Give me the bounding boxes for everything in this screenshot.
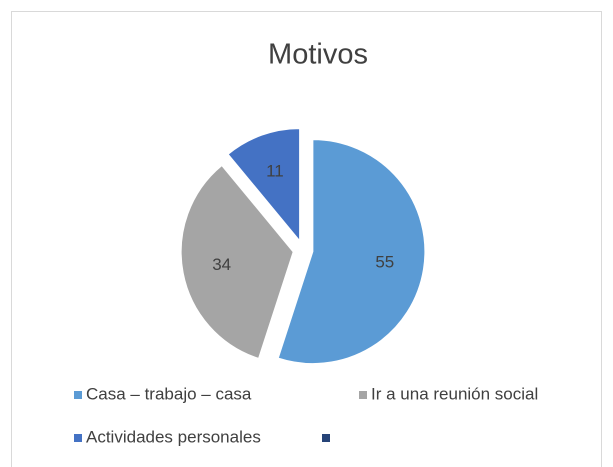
legend-label: Casa – trabajo – casa (86, 384, 252, 403)
pie-slice (180, 164, 294, 360)
data-label: 11 (266, 162, 284, 181)
chart-title: Motivos (268, 39, 368, 71)
legend-label: Actividades personales (86, 427, 261, 446)
data-label: 34 (212, 255, 231, 274)
legend-swatch (74, 391, 82, 399)
legend-label: Ir a una reunión social (371, 384, 538, 403)
legend-swatch (322, 434, 330, 442)
data-label: 55 (375, 252, 394, 271)
pie-slice (227, 128, 301, 242)
chart-border (11, 11, 602, 467)
pie-slice (277, 139, 426, 365)
legend-swatch (359, 391, 367, 399)
legend-swatch (74, 434, 82, 442)
